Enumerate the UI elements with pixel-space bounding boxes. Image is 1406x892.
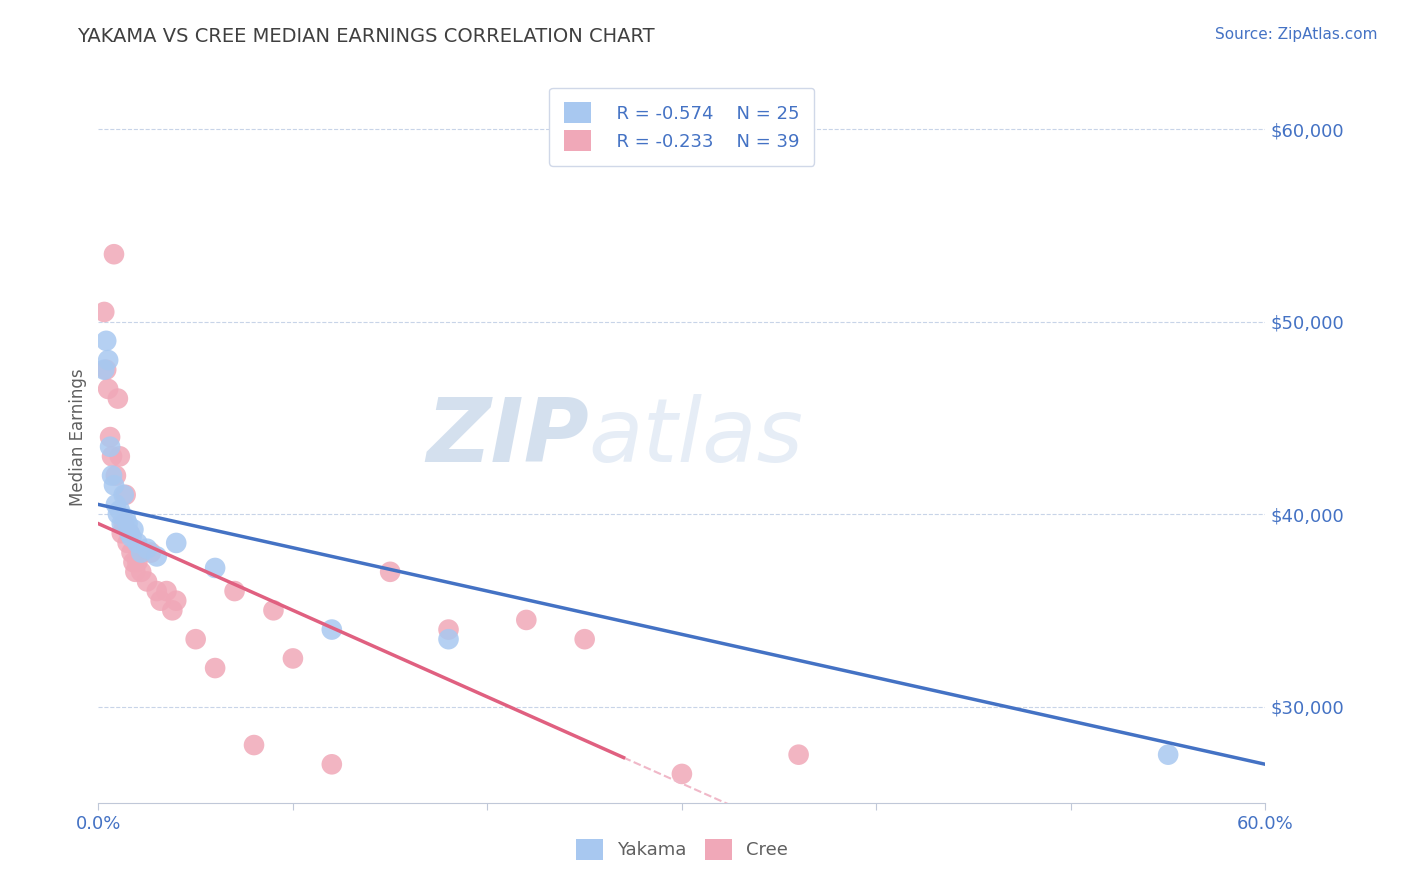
Point [321, 623, 343, 637]
Point [136, 574, 159, 589]
Point [136, 541, 159, 556]
Point [437, 623, 460, 637]
Point [98, 430, 121, 444]
Legend: Yakama, Cree: Yakama, Cree [568, 831, 796, 867]
Point [112, 516, 135, 531]
Point [146, 584, 169, 599]
Point [184, 632, 207, 647]
Text: YAKAMA VS CREE MEDIAN EARNINGS CORRELATION CHART: YAKAMA VS CREE MEDIAN EARNINGS CORRELATI… [77, 27, 655, 45]
Point [139, 545, 162, 559]
Point [204, 661, 226, 675]
Point [129, 565, 152, 579]
Y-axis label: Median Earnings: Median Earnings [69, 368, 87, 506]
Point [124, 565, 146, 579]
Point [155, 584, 177, 599]
Point [149, 593, 172, 607]
Point [118, 526, 141, 541]
Point [262, 603, 284, 617]
Point [108, 450, 131, 464]
Point [127, 555, 149, 569]
Point [321, 757, 343, 772]
Point [96, 362, 118, 376]
Point [104, 498, 127, 512]
Point [671, 767, 693, 781]
Point [114, 488, 136, 502]
Point [515, 613, 537, 627]
Point [146, 549, 169, 564]
Point [96, 334, 118, 348]
Point [104, 468, 127, 483]
Point [107, 507, 129, 521]
Point [121, 545, 143, 559]
Point [281, 651, 304, 665]
Point [117, 516, 139, 531]
Point [111, 526, 134, 541]
Point [204, 561, 226, 575]
Point [101, 468, 124, 483]
Point [117, 536, 139, 550]
Point [162, 603, 184, 617]
Point [108, 503, 131, 517]
Point [243, 738, 266, 752]
Point [101, 450, 124, 464]
Point [103, 478, 125, 492]
Point [127, 536, 149, 550]
Point [107, 392, 129, 406]
Point [437, 632, 460, 647]
Point [93, 362, 115, 376]
Point [93, 305, 115, 319]
Point [122, 555, 145, 569]
Point [165, 536, 187, 550]
Point [97, 353, 120, 368]
Point [112, 488, 135, 502]
Text: atlas: atlas [589, 394, 803, 480]
Point [129, 545, 152, 559]
Text: Source: ZipAtlas.com: Source: ZipAtlas.com [1215, 27, 1378, 42]
Point [114, 511, 136, 525]
Point [111, 516, 134, 531]
Point [97, 382, 120, 396]
Point [787, 747, 810, 762]
Point [1157, 747, 1180, 762]
Point [224, 584, 246, 599]
Text: ZIP: ZIP [426, 393, 589, 481]
Point [103, 247, 125, 261]
Point [122, 523, 145, 537]
Point [574, 632, 596, 647]
Point [380, 565, 402, 579]
Point [121, 530, 143, 544]
Point [165, 593, 187, 607]
Point [98, 440, 121, 454]
Point [118, 526, 141, 541]
